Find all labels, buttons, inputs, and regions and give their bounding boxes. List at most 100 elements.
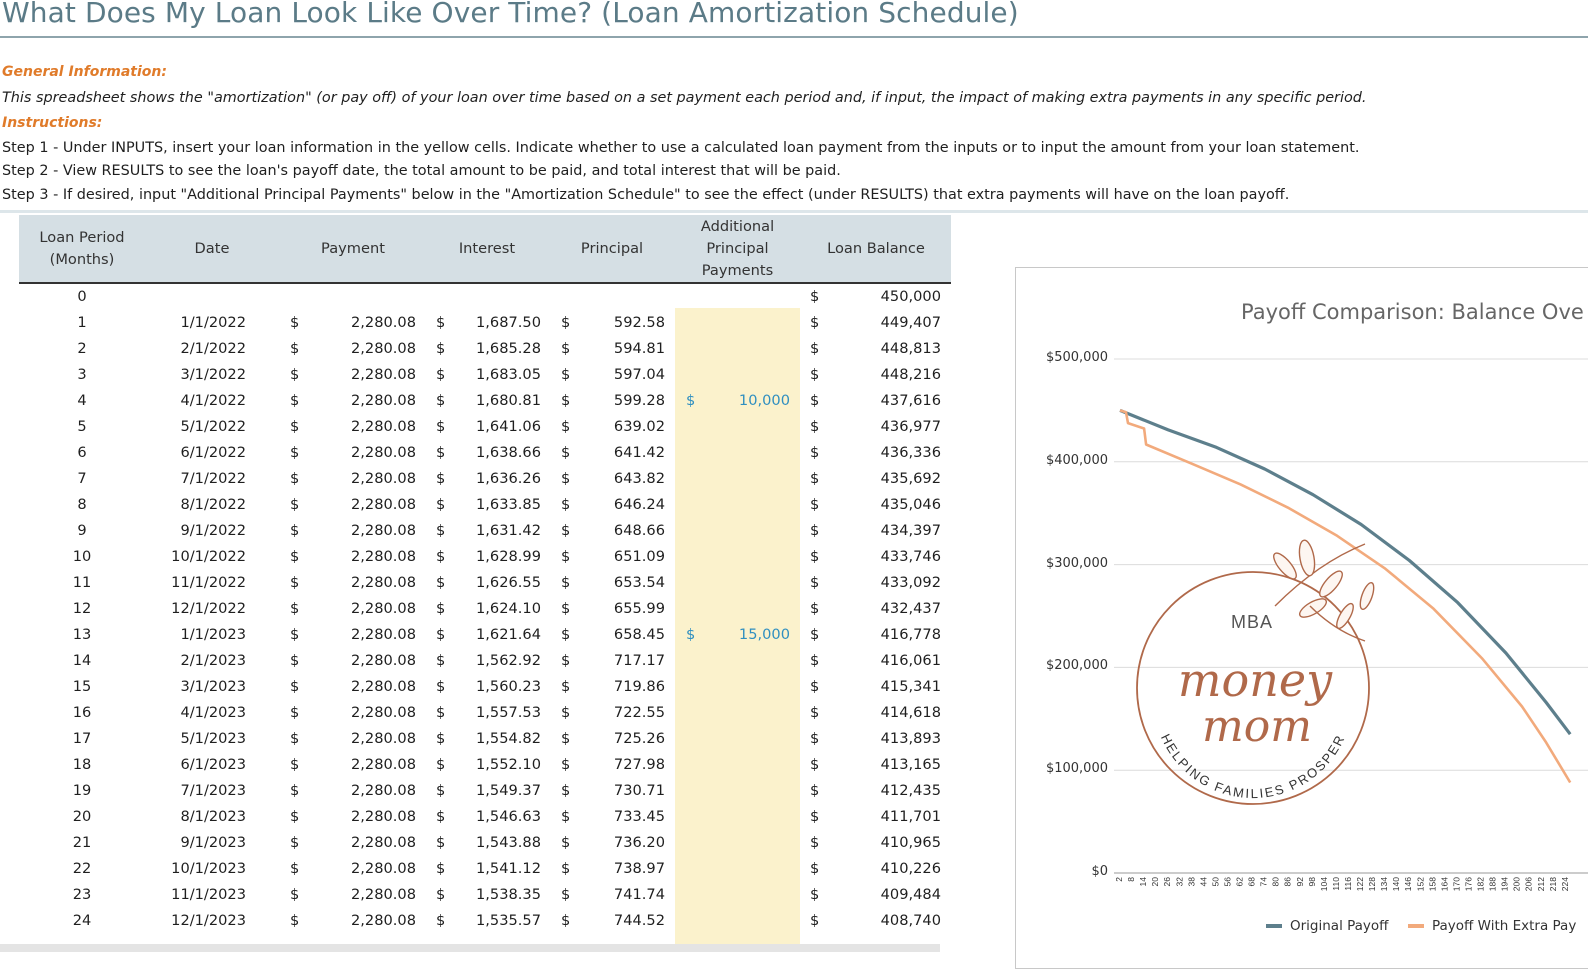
logo-mom-text: mom	[1202, 701, 1312, 752]
cell-balance: 409,484	[880, 886, 941, 903]
cell-balance-currency: $	[810, 392, 820, 409]
cell-balance: 432,437	[880, 600, 941, 617]
cell-balance-currency: $	[810, 678, 820, 695]
header-interest[interactable]: Interest	[458, 239, 516, 257]
cell-interest-currency: $	[436, 730, 446, 747]
cell-interest: 1,552.10	[476, 756, 541, 773]
header-date[interactable]: Date	[194, 239, 230, 257]
cell-date: 9/1/2022	[180, 522, 246, 539]
cell-date: 4/1/2022	[180, 392, 246, 409]
cell-payment: 2,280.08	[351, 522, 416, 539]
table-row[interactable]: 4 4/1/2022 $2,280.08 $1,680.81 $599.28 $10,00…	[0, 388, 960, 414]
cell-interest: 1,687.50	[476, 314, 541, 331]
cell-interest: 1,546.63	[476, 808, 541, 825]
cell-date: 3/1/2022	[180, 366, 246, 383]
header-payment[interactable]: Payment	[321, 239, 385, 257]
table-row[interactable]: 16 4/1/2023 $2,280.08 $1,557.53 $722.55 $414,…	[0, 700, 960, 726]
table-row[interactable]: 24 12/1/2023 $2,280.08 $1,535.57 $744.52 $408…	[0, 908, 960, 934]
cell-principal: 599.28	[613, 392, 665, 409]
table-row[interactable]: 11 11/1/2022 $2,280.08 $1,626.55 $653.54 $433…	[0, 570, 960, 596]
header-principal[interactable]: Principal	[580, 239, 644, 257]
cell-interest: 1,549.37	[476, 782, 541, 799]
legend-original-payoff: Original Payoff	[1266, 918, 1388, 934]
cell-interest: 1,633.85	[476, 496, 541, 513]
table-row[interactable]: 19 7/1/2023 $2,280.08 $1,549.37 $730.71 $412,…	[0, 778, 960, 804]
section-divider	[0, 210, 1588, 213]
horizontal-scrollbar[interactable]	[0, 944, 940, 952]
table-row[interactable]: 3 3/1/2022 $2,280.08 $1,683.05 $597.04 $448,2…	[0, 362, 960, 388]
cell-balance-currency: $	[810, 522, 820, 539]
cell-principal-currency: $	[561, 704, 571, 721]
cell-interest: 1,557.53	[476, 704, 541, 721]
table-row[interactable]: 1 1/1/2022 $2,280.08 $1,687.50 $592.58 $449,4…	[0, 310, 960, 336]
additional-payments-input-column[interactable]	[675, 308, 800, 944]
cell-date: 9/1/2023	[180, 834, 246, 851]
cell-payment-currency: $	[290, 782, 300, 799]
cell-payment: 2,280.08	[351, 912, 416, 929]
cell-principal-currency: $	[561, 340, 571, 357]
cell-date: 10/1/2023	[171, 860, 246, 877]
cell-period: 13	[72, 626, 92, 643]
table-row[interactable]: 7 7/1/2022 $2,280.08 $1,636.26 $643.82 $435,6…	[0, 466, 960, 492]
table-row[interactable]: 20 8/1/2023 $2,280.08 $1,546.63 $733.45 $411,…	[0, 804, 960, 830]
table-row[interactable]: 18 6/1/2023 $2,280.08 $1,552.10 $727.98 $413,…	[0, 752, 960, 778]
cell-interest: 1,628.99	[476, 548, 541, 565]
table-row[interactable]: 5 5/1/2022 $2,280.08 $1,641.06 $639.02 $436,9…	[0, 414, 960, 440]
money-mom-logo: MBA money mom HELPING FAMILIES PROSPER	[1136, 539, 1375, 805]
cell-payment: 2,280.08	[351, 470, 416, 487]
cell-balance: 435,692	[880, 470, 941, 487]
table-row[interactable]: 13 1/1/2023 $2,280.08 $1,621.64 $658.45 $15,0…	[0, 622, 960, 648]
table-row[interactable]: 17 5/1/2023 $2,280.08 $1,554.82 $725.26 $413,…	[0, 726, 960, 752]
cell-payment-currency: $	[290, 704, 300, 721]
cell-balance-currency: $	[810, 470, 820, 487]
table-row[interactable]: 2 2/1/2022 $2,280.08 $1,685.28 $594.81 $448,8…	[0, 336, 960, 362]
cell-payment: 2,280.08	[351, 626, 416, 643]
cell-payment: 2,280.08	[351, 860, 416, 877]
cell-principal: 651.09	[613, 548, 665, 565]
table-row[interactable]: 21 9/1/2023 $2,280.08 $1,543.88 $736.20 $410,…	[0, 830, 960, 856]
cell-period: 17	[72, 730, 92, 747]
title-rule	[0, 36, 1588, 38]
cell-payment: 2,280.08	[351, 652, 416, 669]
table-row[interactable]: 15 3/1/2023 $2,280.08 $1,560.23 $719.86 $415,…	[0, 674, 960, 700]
cell-interest-currency: $	[436, 834, 446, 851]
cell-balance: 450,000	[880, 288, 941, 305]
table-row[interactable]: 22 10/1/2023 $2,280.08 $1,541.12 $738.97 $410…	[0, 856, 960, 882]
cell-payment: 2,280.08	[351, 418, 416, 435]
cell-payment: 2,280.08	[351, 366, 416, 383]
cell-balance-currency: $	[810, 808, 820, 825]
cell-payment: 2,280.08	[351, 574, 416, 591]
header-additional-principal[interactable]: Additional Principal Payments	[675, 215, 800, 282]
table-row[interactable]: 10 10/1/2022 $2,280.08 $1,628.99 $651.09 $433…	[0, 544, 960, 570]
header-loan-balance[interactable]: Loan Balance	[827, 239, 925, 257]
cell-balance-currency: $	[810, 548, 820, 565]
cell-balance-currency: $	[810, 418, 820, 435]
cell-principal: 655.99	[613, 600, 665, 617]
cell-period: 18	[72, 756, 92, 773]
header-loan-period[interactable]: Loan Period (Months)	[19, 215, 145, 282]
cell-principal-currency: $	[561, 860, 571, 877]
table-row[interactable]: 23 11/1/2023 $2,280.08 $1,538.35 $741.74 $409…	[0, 882, 960, 908]
legend-swatch-extra	[1408, 924, 1424, 928]
table-row[interactable]: 12 12/1/2022 $2,280.08 $1,624.10 $655.99 $432…	[0, 596, 960, 622]
cell-balance: 437,616	[880, 392, 941, 409]
cell-date: 1/1/2022	[180, 314, 246, 331]
table-row[interactable]: 6 6/1/2022 $2,280.08 $1,638.66 $641.42 $436,3…	[0, 440, 960, 466]
cell-period: 2	[77, 340, 87, 357]
step-1-text: Step 1 - Under INPUTS, insert your loan …	[2, 140, 1360, 156]
y-tick-label: $500,000	[1045, 350, 1108, 365]
legend-extra-payoff: Payoff With Extra Pay	[1408, 918, 1576, 934]
cell-additional[interactable]: 10,000	[738, 392, 790, 409]
cell-balance-currency: $	[810, 704, 820, 721]
cell-interest: 1,683.05	[476, 366, 541, 383]
cell-period: 8	[77, 496, 87, 513]
table-row[interactable]: 0 $450,000	[0, 284, 960, 310]
table-row[interactable]: 9 9/1/2022 $2,280.08 $1,631.42 $648.66 $434,3…	[0, 518, 960, 544]
cell-additional[interactable]: 15,000	[738, 626, 790, 643]
table-row[interactable]: 8 8/1/2022 $2,280.08 $1,633.85 $646.24 $435,0…	[0, 492, 960, 518]
cell-interest: 1,543.88	[476, 834, 541, 851]
cell-balance: 408,740	[880, 912, 941, 929]
table-row[interactable]: 14 2/1/2023 $2,280.08 $1,562.92 $717.17 $416,…	[0, 648, 960, 674]
cell-principal: 744.52	[613, 912, 665, 929]
cell-balance: 410,226	[880, 860, 941, 877]
